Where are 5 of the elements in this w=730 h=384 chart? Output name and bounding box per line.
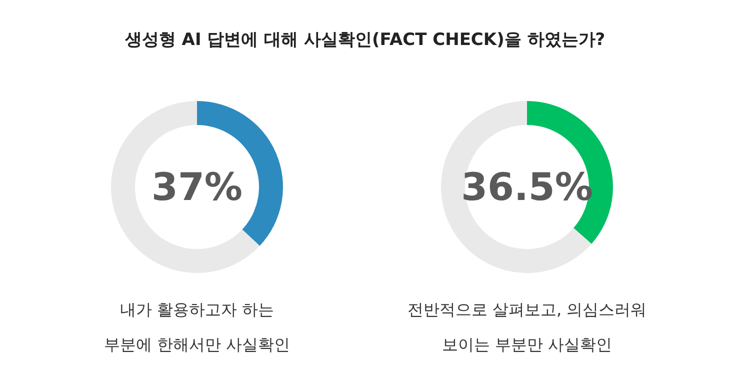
data-label: 37% [152, 165, 242, 209]
text: 내가 활용하고자 하는 부분에 한해서만 사실확인 [104, 300, 290, 354]
text: 생성형 AI 답변에 대해 사실확인(FACT CHECK)을 하였는가? [124, 29, 606, 51]
donut-slice [111, 101, 260, 273]
text: 전반적으로 살펴보고, 의심스러워 보이는 부분만 사실확인 [407, 300, 647, 354]
